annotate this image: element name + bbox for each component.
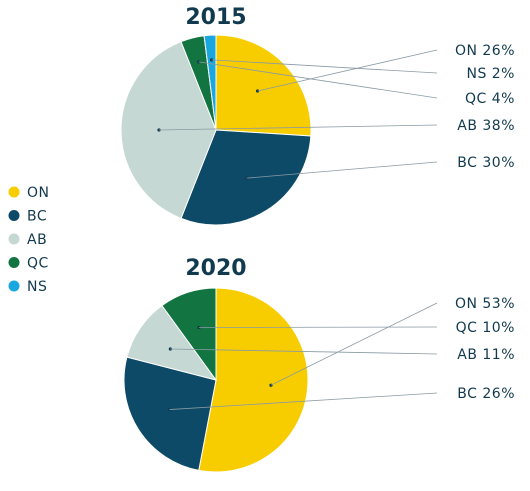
legend-item-ab: AB bbox=[8, 232, 47, 248]
slice-label-qc: QC 4% bbox=[465, 91, 515, 107]
leader-dot bbox=[167, 407, 171, 412]
legend-item-on: ON bbox=[8, 185, 50, 201]
leader-line bbox=[270, 302, 438, 386]
leader-line bbox=[211, 59, 438, 74]
chart-title: 2020 bbox=[185, 256, 246, 281]
slice-label-qc: QC 10% bbox=[456, 320, 515, 336]
slice-label-on: ON 53% bbox=[455, 296, 515, 312]
pie-chart-2020: 2020 ON 53% QC 10% AB 11% BC 26% bbox=[123, 256, 515, 473]
legend-label: QC bbox=[27, 256, 49, 272]
leader-line bbox=[198, 326, 438, 328]
pie-slice-bc bbox=[123, 356, 217, 471]
leader-dot bbox=[196, 60, 201, 64]
pie-slice-qc bbox=[161, 287, 217, 382]
legend-label: AB bbox=[27, 232, 47, 248]
pie-slice-on bbox=[198, 287, 309, 473]
legend-label: NS bbox=[27, 279, 47, 295]
legend-swatch bbox=[8, 186, 20, 198]
chart-title: 2015 bbox=[185, 5, 246, 30]
legend-label: ON bbox=[27, 185, 50, 201]
legend-swatch bbox=[8, 280, 20, 292]
slice-label-on: ON 26% bbox=[455, 43, 515, 59]
legend: ON BC AB QC NS bbox=[8, 185, 50, 295]
legend-swatch bbox=[8, 233, 20, 245]
slice-label-ab: AB 38% bbox=[457, 118, 515, 134]
slice-label-ns: NS 2% bbox=[466, 66, 515, 82]
pie-slice-on bbox=[215, 34, 312, 137]
leader-line bbox=[198, 61, 438, 99]
legend-swatch bbox=[8, 210, 20, 221]
pie-chart-2015: 2015 ON 26% NS 2% QC 4% AB 38% BC 30% bbox=[120, 5, 515, 226]
slice-label-bc: BC 26% bbox=[457, 386, 515, 402]
legend-label: BC bbox=[27, 209, 47, 225]
slice-label-bc: BC 30% bbox=[457, 155, 515, 171]
slice-label-ab: AB 11% bbox=[457, 347, 515, 363]
leader-line bbox=[169, 392, 438, 410]
pie-slice-ns bbox=[203, 34, 217, 131]
leader-line bbox=[246, 161, 438, 179]
legend-swatch bbox=[8, 257, 20, 268]
leader-line bbox=[170, 348, 438, 355]
leader-dot bbox=[244, 176, 249, 180]
leader-line bbox=[257, 49, 438, 92]
leader-line bbox=[158, 124, 438, 131]
legend-item-bc: BC bbox=[8, 209, 47, 225]
legend-item-qc: QC bbox=[8, 256, 49, 272]
legend-item-ns: NS bbox=[8, 279, 47, 295]
